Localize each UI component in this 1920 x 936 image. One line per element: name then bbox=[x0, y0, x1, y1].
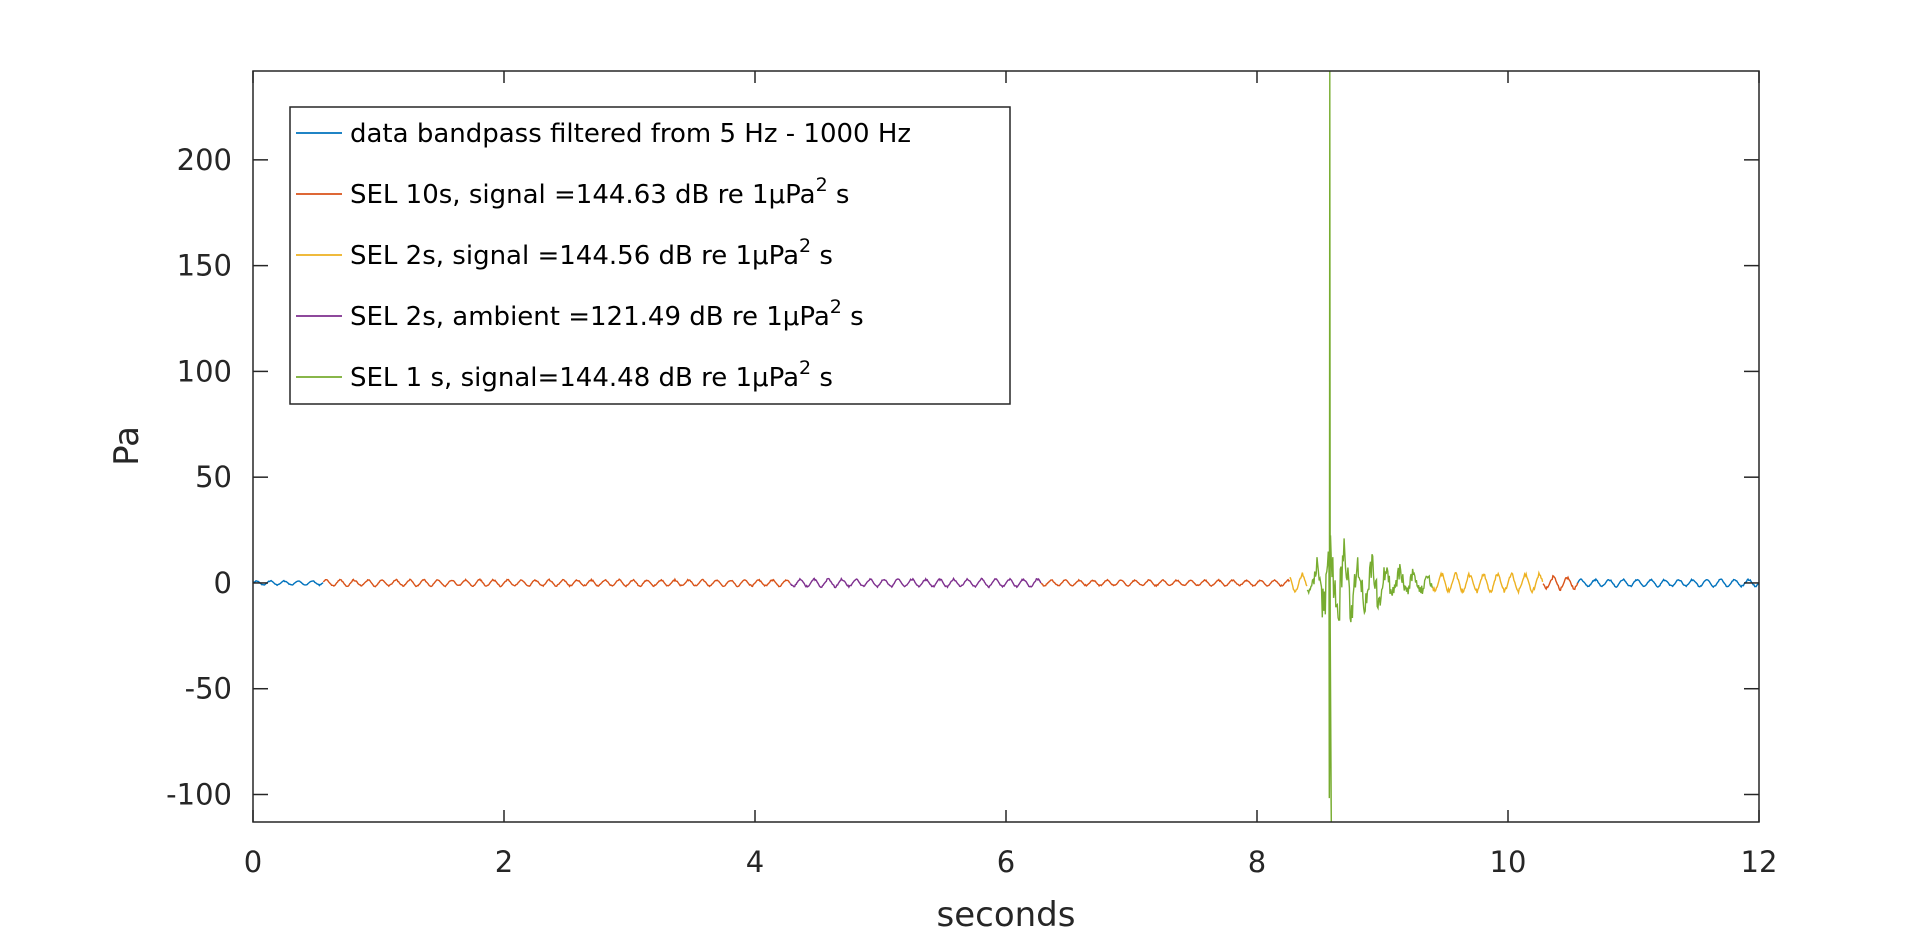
axes-layer: 0 2 4 6 8 10 12 -100 -50 0 50 100 150 200 bbox=[166, 71, 1777, 879]
series-line bbox=[789, 576, 1042, 589]
legend: data bandpass filtered from 5 Hz - 1000 … bbox=[289, 106, 1011, 405]
y-axis-title: Pa bbox=[107, 426, 147, 466]
series-line bbox=[1432, 570, 1544, 596]
y-tick-label: -100 bbox=[166, 777, 232, 811]
legend-entry-tail: s bbox=[828, 180, 850, 210]
legend-entry-text: SEL 10s, signal =144.63 dB re 1μPa bbox=[350, 180, 816, 210]
series-line bbox=[1040, 578, 1291, 588]
series-line bbox=[1576, 577, 1759, 589]
legend-entry-text: SEL 2s, signal =144.56 dB re 1μPa bbox=[350, 241, 799, 271]
legend-entry-text: SEL 1 s, signal=144.48 dB re 1μPa bbox=[350, 363, 799, 393]
series-line bbox=[322, 577, 791, 588]
legend-box bbox=[289, 106, 1011, 405]
series-line bbox=[1306, 70, 1433, 823]
x-tick-label: 8 bbox=[1248, 845, 1266, 879]
y-tick-label: 50 bbox=[195, 460, 232, 494]
legend-entry: SEL 2s, signal =144.56 dB re 1μPa2 s bbox=[350, 235, 833, 271]
legend-entry: SEL 1 s, signal=144.48 dB re 1μPa2 s bbox=[350, 357, 833, 393]
series-line bbox=[1289, 572, 1308, 594]
x-tick-label: 4 bbox=[746, 845, 764, 879]
y-tick-label: 150 bbox=[177, 249, 232, 283]
legend-entry: SEL 10s, signal =144.63 dB re 1μPa2 s bbox=[350, 174, 849, 210]
legend-entry: SEL 2s, ambient =121.49 dB re 1μPa2 s bbox=[350, 296, 864, 332]
legend-entry-text: data bandpass filtered from 5 Hz - 1000 … bbox=[350, 119, 911, 149]
legend-entry-tail: s bbox=[811, 363, 833, 393]
legend-entry-superscript: 2 bbox=[799, 357, 811, 379]
legend-entry-superscript: 2 bbox=[830, 296, 842, 318]
legend-entry-superscript: 2 bbox=[816, 174, 828, 196]
series-line bbox=[252, 579, 324, 587]
series-line bbox=[1542, 574, 1579, 592]
y-tick-label: -50 bbox=[185, 672, 232, 706]
legend-entry-tail: s bbox=[811, 241, 833, 271]
x-tick-label: 0 bbox=[244, 845, 262, 879]
x-tick-label: 12 bbox=[1741, 845, 1778, 879]
legend-entry-text: SEL 2s, ambient =121.49 dB re 1μPa bbox=[350, 302, 830, 332]
legend-entry-tail: s bbox=[842, 302, 864, 332]
legend-entry: data bandpass filtered from 5 Hz - 1000 … bbox=[350, 119, 911, 149]
legend-entry-superscript: 2 bbox=[799, 235, 811, 257]
y-tick-label: 0 bbox=[214, 566, 232, 600]
x-tick-label: 6 bbox=[997, 845, 1015, 879]
y-tick-label: 200 bbox=[177, 143, 232, 177]
series-layer bbox=[252, 70, 1759, 823]
x-axis-title: seconds bbox=[937, 895, 1076, 935]
y-tick-label: 100 bbox=[177, 354, 232, 388]
x-tick-label: 10 bbox=[1490, 845, 1527, 879]
x-tick-label: 2 bbox=[495, 845, 513, 879]
